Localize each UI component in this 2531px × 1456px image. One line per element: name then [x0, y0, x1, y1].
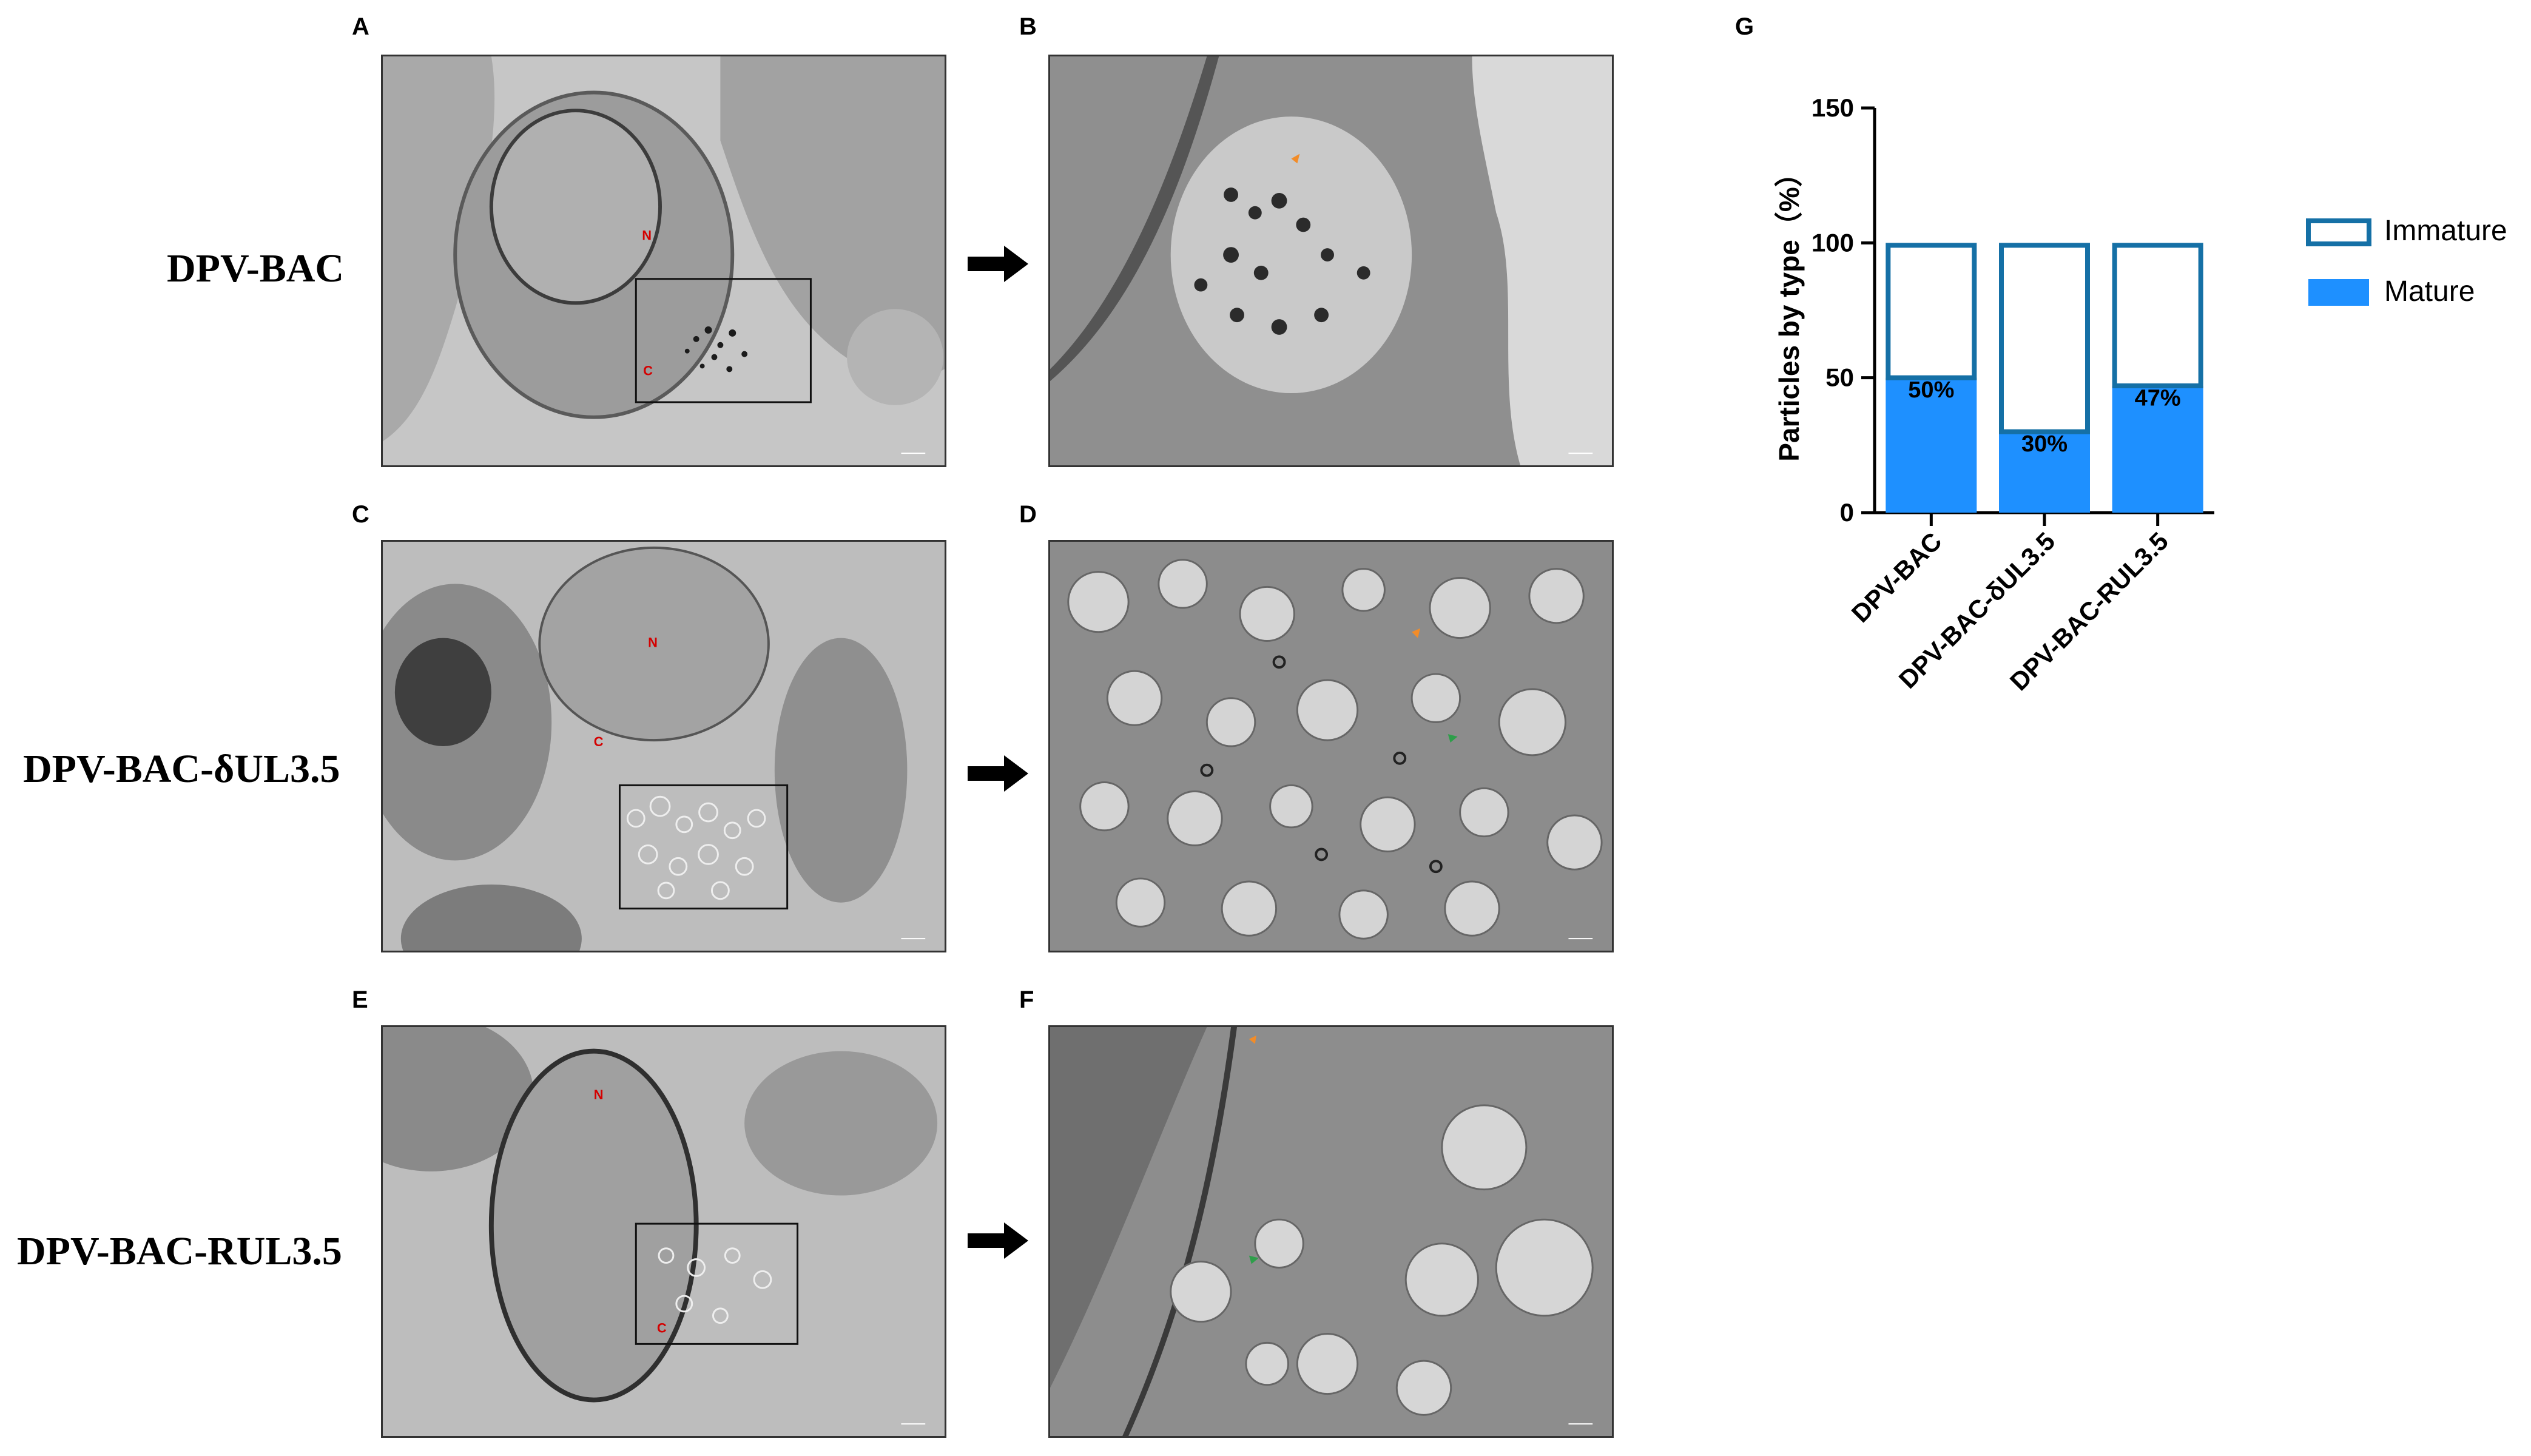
legend-swatch-mature: [2308, 279, 2369, 306]
em-label-n-c: N: [648, 635, 658, 650]
bar-immature: [1886, 243, 1977, 380]
bar-immature: [2112, 243, 2203, 389]
em-image-f: [1048, 1025, 1614, 1438]
data-label: 47%: [2135, 385, 2181, 411]
legend-swatch-immature: [2306, 218, 2371, 246]
y-tick-label: 50: [1825, 363, 1854, 392]
bar-mature: [1999, 431, 2090, 513]
y-tick-label: 100: [1811, 228, 1854, 257]
bar-mature: [2112, 386, 2203, 513]
em-image-d: [1048, 540, 1614, 952]
arrow-right-icon-row3: [968, 1222, 1028, 1259]
panel-letter-g: G: [1735, 13, 1754, 40]
panel-letter-a: A: [352, 13, 369, 40]
em-label-c-e: C: [657, 1321, 667, 1336]
data-label: 50%: [1908, 377, 1954, 403]
stacked-bar-chart: 0 50 100 150 Particles by type（%） 50% DPV-BAC…: [1773, 93, 2507, 696]
arrow-right-icon-row2: [968, 755, 1028, 792]
bar-mature: [1886, 377, 1977, 513]
panel-letter-b: B: [1019, 13, 1037, 40]
panel-letter-c: C: [352, 501, 369, 528]
em-label-n-e: N: [594, 1087, 604, 1102]
y-tick-label: 0: [1840, 498, 1854, 527]
legend-label-immature: Immature: [2384, 215, 2507, 247]
chart-legend: Immature Mature: [2306, 215, 2507, 308]
row-label-dpv-bac-rul35: DPV-BAC-RUL3.5: [17, 1229, 342, 1273]
data-label: 30%: [2021, 431, 2068, 457]
arrow-right-icon-row1: [968, 246, 1028, 282]
em-image-b: [1048, 55, 1614, 467]
legend-label-mature: Mature: [2384, 275, 2475, 308]
em-label-n-a: N: [642, 228, 652, 243]
bar-immature: [1999, 243, 2090, 434]
x-tick-label: DPV-BAC: [1846, 527, 1947, 628]
row-label-dpv-bac-dul35: DPV-BAC-δUL3.5: [23, 747, 340, 791]
em-image-a: N C: [381, 55, 946, 467]
panel-letter-f: F: [1019, 986, 1034, 1013]
em-label-c-c: C: [594, 734, 604, 749]
panel-letter-d: D: [1019, 501, 1037, 528]
em-label-c-a: C: [643, 363, 653, 378]
chart-bars: [1886, 243, 2203, 513]
em-image-c: N C: [381, 540, 946, 952]
panel-letter-e: E: [352, 986, 368, 1013]
em-image-e: N C: [381, 1025, 946, 1438]
y-tick-label: 150: [1811, 93, 1854, 122]
row-label-dpv-bac: DPV-BAC: [167, 246, 345, 291]
y-axis-label: Particles by type（%）: [1773, 159, 1805, 462]
